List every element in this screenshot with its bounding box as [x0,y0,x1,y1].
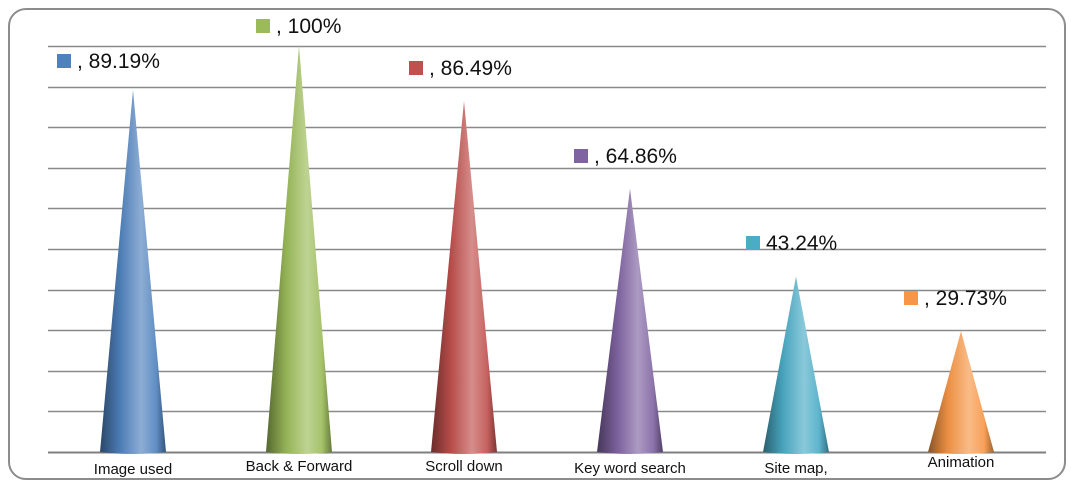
x-tick-label: Site map, [764,460,827,477]
x-tick-label: Animation [928,454,995,471]
cone-bar-5 [928,331,994,454]
data-labels: , 89.19% , 100% , 86.49% , 64.86% 43.24% , 29… [57,15,1007,310]
x-tick-label: Image used [94,461,172,478]
cone-bar-0 [100,89,166,454]
cone-bar-4 [763,276,829,454]
data-label-marker [57,54,71,68]
chart-frame [8,8,1066,480]
cone-bar-2 [431,100,497,455]
data-label-marker [409,61,423,75]
x-tick-label: Back & Forward [246,458,353,475]
x-tick-label: Scroll down [425,458,503,475]
data-label: , 89.19% [77,50,160,73]
data-label-marker [904,291,918,305]
data-label: , 64.86% [594,145,677,168]
cone-bar-3 [597,188,663,454]
data-label: 43.24% [766,232,837,255]
cone-bar-1 [266,46,332,454]
x-tick-labels: Image used Back & Forward Scroll down Key w… [94,454,995,478]
x-tick-label: Key word search [574,460,686,477]
gridlines [48,45,1046,454]
data-label: , 29.73% [924,287,1007,310]
data-label: , 86.49% [429,57,512,80]
data-label-marker [256,19,270,33]
data-label: , 100% [276,15,341,38]
data-label-marker [574,149,588,163]
cone-bars [100,46,994,455]
data-label-marker [746,236,760,250]
